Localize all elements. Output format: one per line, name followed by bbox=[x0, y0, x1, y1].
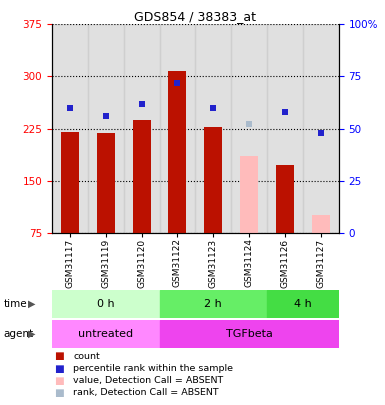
Text: rank, Detection Call = ABSENT: rank, Detection Call = ABSENT bbox=[73, 388, 219, 397]
Text: 0 h: 0 h bbox=[97, 299, 115, 309]
Text: count: count bbox=[73, 352, 100, 361]
Bar bbox=[52, 290, 159, 318]
Bar bbox=[52, 320, 159, 348]
Text: ▶: ▶ bbox=[28, 329, 35, 339]
Bar bbox=[231, 24, 267, 233]
Bar bbox=[61, 132, 79, 233]
Text: time: time bbox=[4, 299, 27, 309]
Bar bbox=[52, 24, 88, 233]
Bar bbox=[204, 126, 222, 233]
Text: ■: ■ bbox=[54, 352, 64, 361]
Text: percentile rank within the sample: percentile rank within the sample bbox=[73, 364, 233, 373]
Bar bbox=[195, 24, 231, 233]
Bar bbox=[124, 24, 159, 233]
Bar bbox=[159, 24, 196, 233]
Text: agent: agent bbox=[4, 329, 34, 339]
Bar bbox=[276, 165, 294, 233]
Text: 4 h: 4 h bbox=[294, 299, 312, 309]
Bar bbox=[88, 24, 124, 233]
Bar bbox=[267, 290, 339, 318]
Bar bbox=[169, 71, 186, 233]
Text: untreated: untreated bbox=[78, 329, 133, 339]
Text: ■: ■ bbox=[54, 376, 64, 386]
Bar bbox=[267, 24, 303, 233]
Text: ▶: ▶ bbox=[28, 299, 35, 309]
Bar bbox=[312, 215, 330, 233]
Bar bbox=[159, 320, 339, 348]
Text: 2 h: 2 h bbox=[204, 299, 222, 309]
Bar bbox=[303, 24, 339, 233]
Bar bbox=[97, 134, 115, 233]
Text: ■: ■ bbox=[54, 364, 64, 373]
Bar bbox=[159, 290, 267, 318]
Title: GDS854 / 38383_at: GDS854 / 38383_at bbox=[134, 10, 256, 23]
Text: TGFbeta: TGFbeta bbox=[226, 329, 273, 339]
Text: ■: ■ bbox=[54, 388, 64, 398]
Bar bbox=[240, 156, 258, 233]
Bar bbox=[133, 119, 151, 233]
Text: value, Detection Call = ABSENT: value, Detection Call = ABSENT bbox=[73, 376, 223, 385]
